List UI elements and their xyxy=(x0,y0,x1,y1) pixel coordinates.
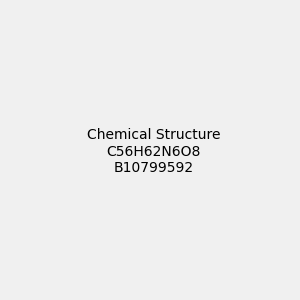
Text: Chemical Structure
C56H62N6O8
B10799592: Chemical Structure C56H62N6O8 B10799592 xyxy=(87,128,220,175)
